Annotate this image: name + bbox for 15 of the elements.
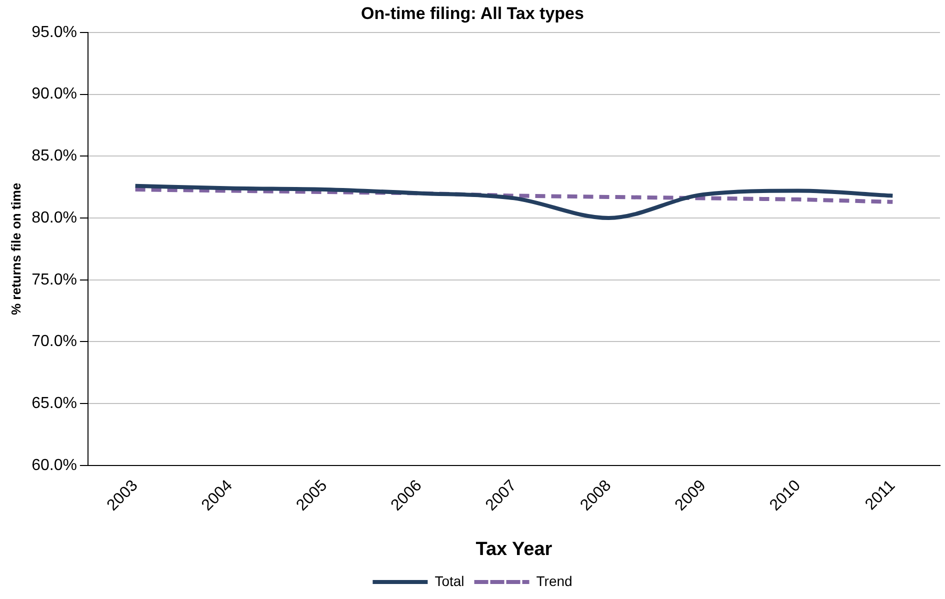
- y-tick-label: 80.0%: [32, 209, 77, 226]
- y-tick-label: 60.0%: [32, 456, 77, 474]
- y-axis-title: % returns file on time: [8, 182, 24, 316]
- legend-label: Trend: [536, 572, 572, 589]
- y-tick-label: 65.0%: [32, 394, 77, 412]
- y-tick-label: 95.0%: [32, 24, 77, 41]
- chart-title: On-time filing: All Tax types: [361, 4, 584, 23]
- line-series: [133, 184, 895, 220]
- x-axis-title: Tax Year: [476, 538, 553, 560]
- legend-label: Total: [434, 572, 464, 589]
- y-tick-label: 75.0%: [32, 271, 77, 288]
- y-tick-label: 85.0%: [32, 148, 77, 165]
- y-tick-label: 90.0%: [32, 86, 77, 103]
- y-tick-label: 70.0%: [32, 333, 77, 350]
- line-series: [133, 188, 895, 204]
